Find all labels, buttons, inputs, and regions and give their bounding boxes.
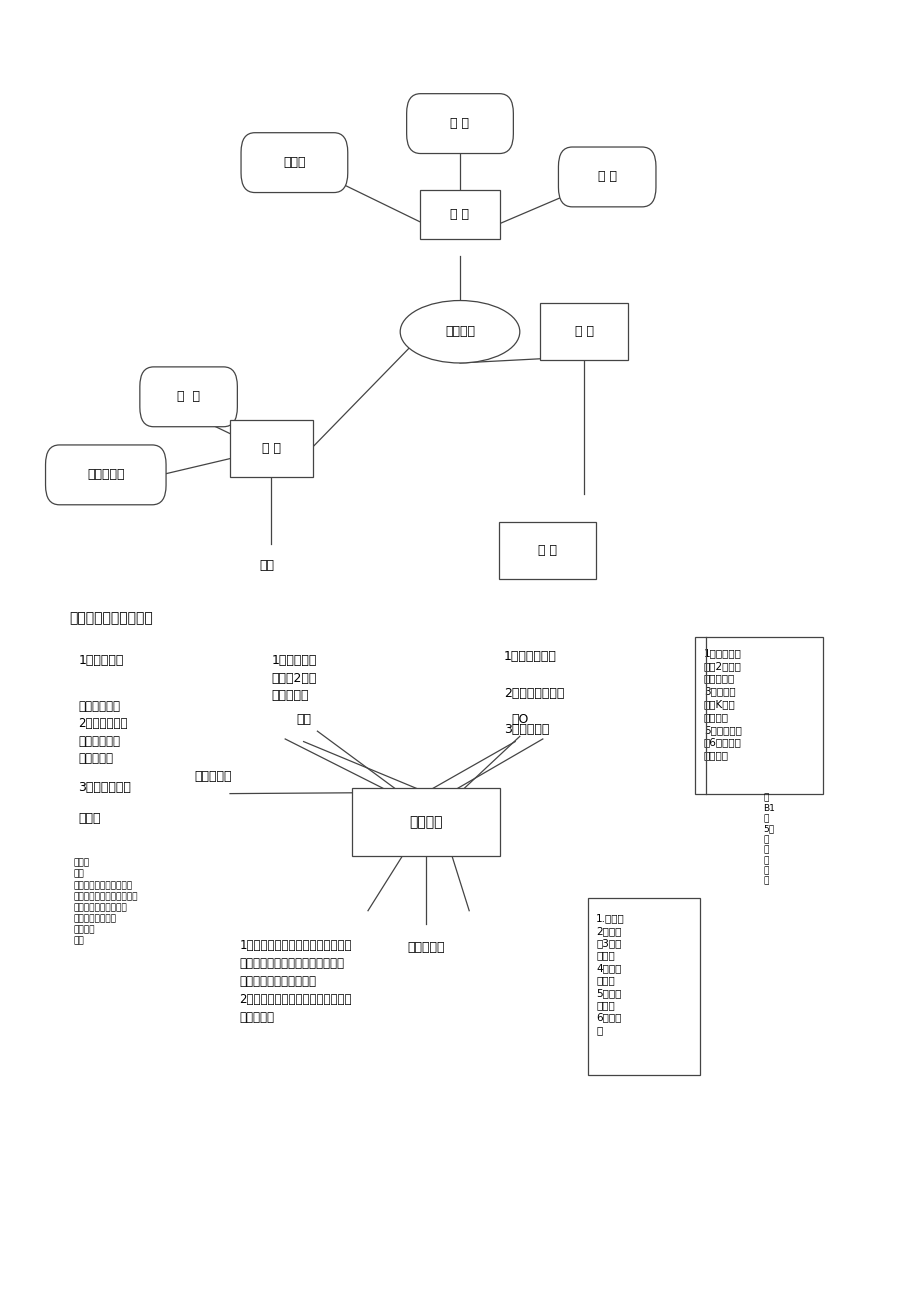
Text: 人 类: 人 类 xyxy=(450,208,469,221)
Text: 1、好朋友画像: 1、好朋友画像 xyxy=(504,650,556,664)
Text: 3、指导鲇儿镰: 3、指导鲇儿镰 xyxy=(78,781,130,794)
FancyBboxPatch shape xyxy=(588,898,698,1075)
Text: 物 品: 物 品 xyxy=(262,442,280,455)
Text: 1、好朋友大
聚会2、哭哭
脸和笑笑脸
3、通标志
作用K识标
志海安全
5、防火知名
少6、做个环
保小卫士: 1、好朋友大 聚会2、哭哭 脸和笑笑脸 3、通标志 作用K识标 志海安全 5、防… xyxy=(703,648,741,760)
Text: 家园合作灼: 家园合作灼 xyxy=(407,941,444,954)
Text: 我的朋麦: 我的朋麦 xyxy=(409,816,442,829)
Text: 与人类关系: 与人类关系 xyxy=(87,468,124,481)
Text: 2、帮布布想办法: 2、帮布布想办法 xyxy=(504,687,564,700)
Text: 1、引导幼儿: 1、引导幼儿 xyxy=(78,654,123,667)
Ellipse shape xyxy=(400,301,519,363)
Text: 我的朋友: 我的朋友 xyxy=(445,325,474,338)
Text: 涌活动
茶趣
泥活动图图图图图图图图
涌游游游游游游游游游游游
涌游游游游游游游。涌
啊图图图图图图涌
游游啊心
静计: 涌活动 茶趣 泥活动图图图图图图图图 涌游游游游游游游游游游游 涌游游游游游游游… xyxy=(74,859,138,946)
FancyBboxPatch shape xyxy=(539,303,628,360)
FancyBboxPatch shape xyxy=(352,788,500,856)
Text: 家 庭: 家 庭 xyxy=(450,117,469,130)
Text: 幼儿园: 幼儿园 xyxy=(283,156,305,169)
Text: 特征: 特征 xyxy=(259,559,274,572)
FancyBboxPatch shape xyxy=(558,147,655,207)
Text: 语O: 语O xyxy=(511,713,528,726)
FancyBboxPatch shape xyxy=(241,133,347,193)
Text: 植 物: 植 物 xyxy=(538,544,556,557)
FancyBboxPatch shape xyxy=(230,420,313,477)
Text: 一日常生活: 一日常生活 xyxy=(195,770,232,783)
Text: 沐
B1
地
5、
送
认
识
、
风: 沐 B1 地 5、 送 认 识 、 风 xyxy=(763,794,775,886)
Text: 健康: 健康 xyxy=(296,713,311,726)
Text: 社 会: 社 会 xyxy=(597,170,616,183)
Text: 环 境: 环 境 xyxy=(574,325,593,338)
Text: 3、小熊让路: 3、小熊让路 xyxy=(504,723,549,736)
FancyBboxPatch shape xyxy=(420,190,499,239)
FancyBboxPatch shape xyxy=(140,367,237,427)
Text: 并为他人整理
2、学习关心别
人并索试主动
帮助别入。: 并为他人整理 2、学习关心别 人并索试主动 帮助别入。 xyxy=(78,700,128,765)
Text: 种  类: 种 类 xyxy=(176,390,200,403)
Bar xyxy=(694,637,823,794)
FancyBboxPatch shape xyxy=(498,522,596,579)
Text: 1.换名片
2、交朋
友3、交
通安全
4、标志
在哪里
5、小小
设计师
6、滑滑
掷: 1.换名片 2、交朋 友3、交 通安全 4、标志 在哪里 5、小小 设计师 6、… xyxy=(596,913,624,1034)
Text: 四、主题活动网络预设: 四、主题活动网络预设 xyxy=(69,611,153,626)
Text: 1、来来来、
一电玩2、持
井在滑滑悌: 1、来来来、 一电玩2、持 井在滑滑悌 xyxy=(271,654,316,703)
Text: 1、请耕引导幼儿了解朋友之间的互
相笑就化脸人与动植物麻谐口系，
观察生活中常见的标志。
2、请家却助孩子迎集各种名片和标
志的图片。: 1、请耕引导幼儿了解朋友之间的互 相笑就化脸人与动植物麻谐口系， 观察生活中常见… xyxy=(239,939,351,1024)
FancyBboxPatch shape xyxy=(46,445,166,505)
Text: 鬻学会: 鬻学会 xyxy=(78,812,100,825)
FancyBboxPatch shape xyxy=(406,94,513,154)
